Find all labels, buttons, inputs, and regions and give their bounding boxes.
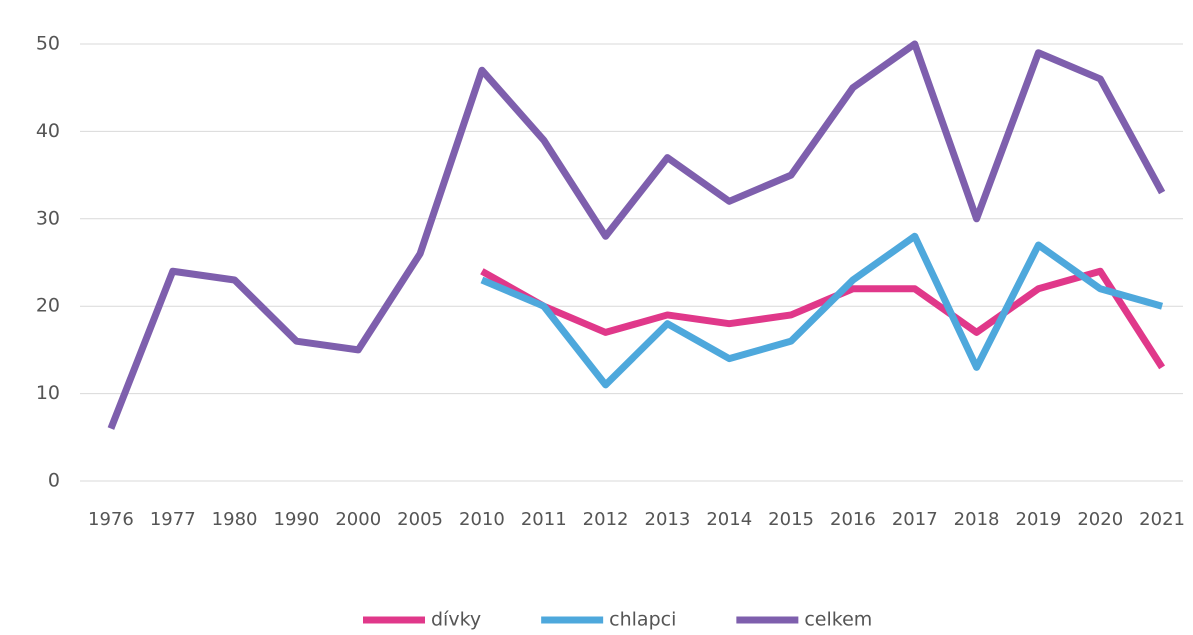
x-tick-label: 2016 [830,509,876,530]
legend-label: chlapci [609,609,676,631]
x-tick-label: 1990 [274,509,320,530]
x-tick-label: 2014 [706,509,752,530]
x-tick-label: 1977 [150,509,196,530]
series-line [107,40,1166,430]
y-tick-label: 40 [36,120,60,142]
y-tick-label: 30 [36,207,60,229]
legend-label: dívky [431,609,481,631]
y-tick-label: 0 [48,470,60,492]
x-tick-label: 2012 [583,509,629,530]
x-tick-label: 2013 [645,509,691,530]
x-tick-label: 2019 [1016,509,1062,530]
x-tick-label: 2011 [521,509,567,530]
x-tick-label: 2018 [954,509,1000,530]
x-tick-label: 2021 [1139,509,1185,530]
y-tick-label: 20 [36,295,60,317]
x-tick-label: 1976 [88,509,134,530]
x-tick-label: 2020 [1077,509,1123,530]
x-tick-label: 1980 [212,509,258,530]
x-tick-label: 2005 [397,509,443,530]
legend-label: celkem [804,609,872,631]
x-tick-label: 2017 [892,509,938,530]
y-tick-label: 10 [36,382,60,404]
series-line [480,267,1166,370]
x-tick-label: 2015 [768,509,814,530]
y-tick-label: 50 [36,33,60,55]
x-tick-label: 2000 [335,509,381,530]
x-tick-label: 2010 [459,509,505,530]
series-line [480,232,1164,389]
